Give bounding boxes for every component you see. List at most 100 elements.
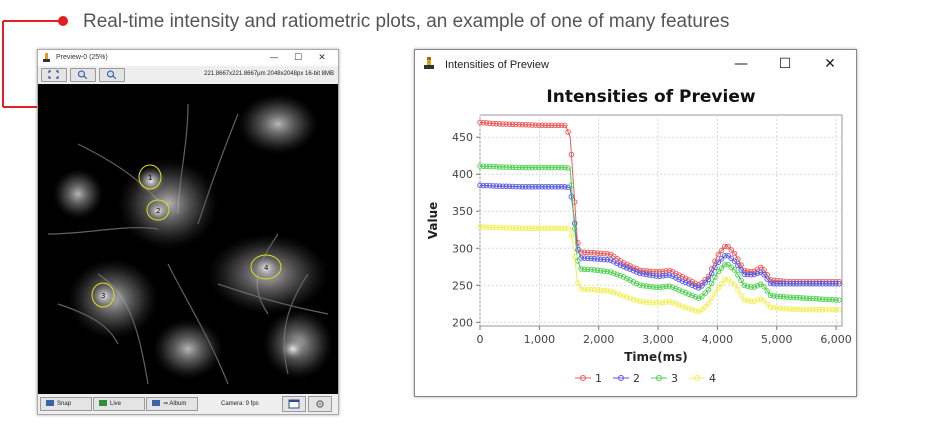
series-point-2 [754, 270, 761, 277]
series-point-2 [731, 258, 738, 264]
series-point-3 [545, 164, 552, 171]
series-point-3 [646, 283, 653, 290]
intensity-chart[interactable]: Intensities of Preview 200 250 300 350 400 450… [415, 78, 856, 396]
series-point-1 [581, 249, 588, 255]
series-point-4 [487, 224, 493, 230]
series-point-2 [833, 281, 839, 287]
series-point-4 [761, 297, 767, 304]
album-button[interactable]: ⇒ Album [146, 397, 198, 411]
series-point-3 [607, 269, 614, 275]
series-point-2 [784, 281, 790, 287]
maximize-button[interactable]: ☐ [293, 53, 303, 63]
series-point-2 [751, 271, 757, 278]
series-point-4 [568, 232, 575, 239]
series-point-2 [800, 281, 806, 287]
gear-icon [316, 400, 324, 408]
minimize-button[interactable]: — [269, 53, 279, 63]
microscope-image[interactable]: 1 2 3 4 [38, 84, 338, 394]
series-point-2 [735, 262, 741, 269]
series-point-3 [708, 280, 715, 287]
y-axis-label: Value [426, 202, 440, 240]
minimize-button[interactable]: — [734, 56, 748, 72]
series-point-2 [555, 184, 562, 190]
close-button[interactable]: ✕ [318, 53, 326, 63]
maximize-button[interactable]: ☐ [778, 56, 792, 72]
series-point-4 [513, 225, 519, 231]
caption-text: Real-time intensity and ratiometric plot… [83, 11, 730, 32]
plot-frame [479, 114, 843, 327]
series-point-3 [522, 164, 529, 171]
series-point-3 [813, 296, 819, 302]
series-point-2 [660, 273, 666, 279]
series-point-2 [627, 266, 633, 272]
series-point-4 [663, 299, 669, 305]
live-button[interactable]: Live [93, 397, 145, 411]
window-button[interactable] [282, 396, 306, 412]
series-point-2 [601, 256, 607, 263]
settings-button[interactable] [308, 396, 332, 412]
zoom-in-button[interactable] [70, 68, 96, 82]
series-point-3 [656, 284, 663, 291]
series-point-4 [764, 301, 770, 307]
series-point-2 [829, 281, 836, 287]
series-point-3 [506, 164, 513, 170]
series-point-3 [513, 164, 519, 171]
series-point-1 [500, 121, 506, 127]
close-button[interactable]: ✕ [824, 56, 836, 72]
series-point-3 [594, 267, 601, 274]
series-point-3 [793, 294, 800, 301]
series-point-4 [748, 298, 754, 304]
series-point-3 [630, 279, 637, 285]
series-point-4 [496, 224, 503, 231]
series-point-4 [826, 306, 832, 313]
series-point-3 [477, 163, 483, 169]
series-point-3 [797, 295, 803, 301]
series-point-4 [633, 297, 640, 304]
snap-button[interactable]: Snap [40, 397, 92, 411]
series-point-4 [640, 299, 646, 305]
fit-icon [48, 70, 59, 79]
series-point-2 [617, 262, 624, 268]
album-icon [152, 400, 160, 406]
series-point-3 [816, 296, 823, 302]
roi-label-4: 4 [264, 264, 269, 272]
series-point-4 [673, 301, 679, 307]
series-point-4 [549, 225, 555, 232]
series-point-4 [787, 306, 793, 312]
series-point-2 [509, 183, 516, 190]
zoom-out-button[interactable] [99, 68, 125, 82]
series-point-3 [509, 164, 516, 171]
series-point-2 [764, 276, 770, 282]
series-point-3 [774, 293, 780, 299]
series-point-4 [637, 298, 643, 305]
series-point-4 [620, 293, 627, 299]
series-point-4 [793, 306, 800, 312]
series-point-3 [532, 164, 539, 171]
series-point-2 [637, 270, 643, 277]
series-point-2 [607, 257, 614, 263]
series-point-3 [503, 164, 509, 170]
series-point-1 [549, 122, 555, 129]
series-point-3 [692, 294, 699, 300]
series-point-4 [588, 286, 594, 293]
series-point-1 [718, 247, 725, 254]
series-point-4 [790, 306, 797, 312]
series-point-2 [633, 269, 640, 275]
series-point-1 [490, 120, 496, 127]
series-point-3 [536, 164, 542, 171]
series-point-3 [584, 266, 591, 273]
series-point-3 [588, 266, 594, 273]
series-point-2 [708, 270, 715, 277]
series-point-2 [663, 272, 669, 279]
series-point-4 [578, 286, 584, 292]
series-point-1 [519, 121, 526, 128]
series-point-4 [562, 225, 568, 232]
series-point-3 [767, 292, 774, 299]
series-point-4 [614, 290, 620, 297]
series-point-4 [539, 225, 545, 232]
series-point-4 [800, 306, 806, 313]
fit-button[interactable] [41, 68, 67, 82]
series-point-2 [620, 263, 627, 270]
series-point-4 [666, 298, 673, 305]
series-point-3 [715, 268, 722, 275]
